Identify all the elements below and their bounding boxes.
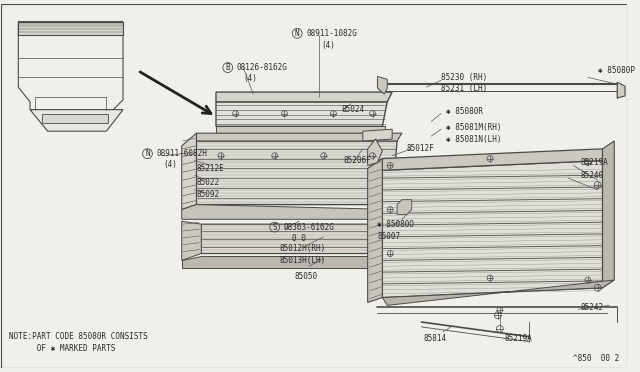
Text: N: N: [295, 29, 300, 38]
Text: 85013H(LH): 85013H(LH): [280, 256, 326, 265]
Text: NOTE:PART CODE 85080R CONSISTS: NOTE:PART CODE 85080R CONSISTS: [8, 332, 147, 341]
Polygon shape: [216, 126, 385, 133]
Text: ✱ 85080R: ✱ 85080R: [446, 107, 483, 116]
Polygon shape: [382, 161, 602, 298]
Text: 85022: 85022: [196, 177, 220, 187]
Text: 85242: 85242: [580, 303, 603, 312]
Text: ✱ 85080P: ✱ 85080P: [598, 66, 635, 75]
Text: 08911-1082G: 08911-1082G: [306, 29, 357, 38]
Text: ✱ 85081N(LH): ✱ 85081N(LH): [446, 135, 502, 144]
Text: 08126-8162G: 08126-8162G: [237, 63, 287, 72]
Text: 85219A: 85219A: [580, 158, 608, 167]
Text: (4): (4): [163, 160, 177, 169]
Polygon shape: [42, 113, 108, 124]
Polygon shape: [19, 22, 123, 35]
Text: 85240: 85240: [580, 171, 603, 180]
Polygon shape: [182, 221, 202, 260]
Text: OF ✱ MARKED PARTS: OF ✱ MARKED PARTS: [8, 344, 115, 353]
Polygon shape: [182, 205, 392, 219]
Polygon shape: [363, 129, 392, 141]
Polygon shape: [216, 102, 387, 126]
Text: 85050: 85050: [294, 272, 317, 280]
Text: B: B: [225, 63, 230, 72]
Text: 85814: 85814: [424, 334, 447, 343]
Text: 85206F: 85206F: [343, 156, 371, 165]
Polygon shape: [378, 76, 387, 94]
Text: 85212E: 85212E: [196, 164, 224, 173]
Text: 85092: 85092: [196, 190, 220, 199]
Polygon shape: [182, 133, 196, 209]
Text: 0 0: 0 0: [292, 234, 306, 243]
Text: 85012H(RH): 85012H(RH): [280, 244, 326, 253]
Text: 85012F: 85012F: [407, 144, 435, 153]
Polygon shape: [617, 82, 625, 98]
Polygon shape: [397, 200, 412, 214]
Polygon shape: [602, 141, 614, 288]
Text: ^850  00 2: ^850 00 2: [573, 354, 619, 363]
Text: S: S: [273, 222, 277, 232]
Text: ✱ 85081M(RH): ✱ 85081M(RH): [446, 123, 502, 132]
Text: N: N: [145, 149, 150, 158]
Text: 85219A: 85219A: [505, 334, 532, 343]
Polygon shape: [367, 139, 382, 166]
Text: ✱ 85080O: ✱ 85080O: [378, 219, 415, 229]
Polygon shape: [216, 92, 392, 102]
Text: 85231 (LH): 85231 (LH): [441, 84, 487, 93]
Text: (4): (4): [322, 41, 335, 49]
Polygon shape: [382, 280, 614, 305]
Polygon shape: [367, 158, 382, 302]
Polygon shape: [196, 133, 402, 141]
Polygon shape: [382, 149, 602, 170]
Text: 85024: 85024: [341, 105, 364, 114]
Text: 85007: 85007: [378, 232, 401, 241]
Polygon shape: [19, 22, 123, 110]
Text: 08363-6162G: 08363-6162G: [284, 222, 334, 232]
Polygon shape: [182, 256, 382, 268]
Polygon shape: [196, 141, 397, 205]
Polygon shape: [202, 224, 387, 254]
Text: (4): (4): [243, 74, 257, 83]
Text: 85230 (RH): 85230 (RH): [441, 73, 487, 82]
Text: 08911-6082H: 08911-6082H: [156, 149, 207, 158]
Polygon shape: [30, 110, 123, 131]
